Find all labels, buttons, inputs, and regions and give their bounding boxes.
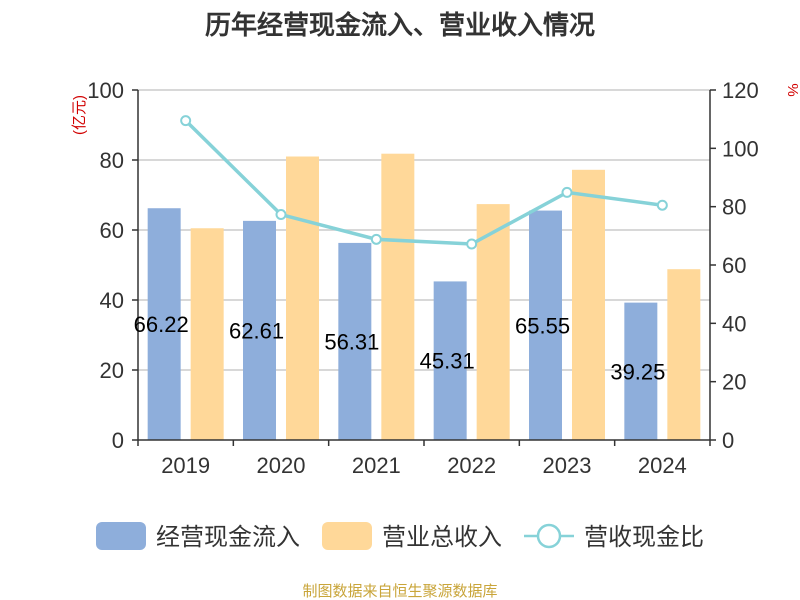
legend-swatch [96,522,146,550]
legend-label: 营收现金比 [584,524,704,551]
bars [147,153,701,441]
bar-2024-1 [667,269,701,440]
x-tick-label: 2024 [638,453,687,478]
y-right-tick-label: 60 [722,253,746,278]
data-labels: 66.22 62.61 56.31 45.31 65.55 39.25 [134,312,666,384]
y-right-tick-label: 40 [722,311,746,336]
grid [138,89,710,371]
line-point [561,186,573,198]
y-right-tick-label: 120 [722,78,759,103]
line-营收现金比 [184,119,663,246]
line-point [370,233,382,245]
x-tick-label: 2020 [257,453,306,478]
data-label: 66.22 [134,312,189,337]
y-left-tick-label: 60 [100,218,124,243]
y-right-tick-label: 20 [722,370,746,395]
y-left-tick-label: 0 [112,428,124,453]
legend-swatch-marker [536,523,562,549]
x-tick-label: 2023 [543,453,592,478]
y-right-axis-label: % [784,83,800,96]
source-note: 制图数据来自恒生聚源数据库 [302,583,497,600]
y-left-tick-label: 20 [100,358,124,383]
bar-2022-1 [476,204,510,440]
x-tick-label: 2021 [352,453,401,478]
bar-2019-0 [147,208,181,440]
data-label: 56.31 [324,329,379,354]
bar-2023-0 [529,210,562,440]
chart-title: 历年经营现金流入、营业收入情况 [205,10,595,40]
x-tick-label: 2022 [447,453,496,478]
y-right-tick-label: 100 [722,136,759,161]
bar-2023-1 [572,169,605,441]
bar-2022-0 [433,281,467,440]
y-left-tick-label: 40 [100,288,124,313]
axes: 0 20 40 60 80 100 0 20 40 60 80 100 120 2019 2020 2021 2… [87,78,758,478]
data-label: 39.25 [610,359,665,384]
bar-2024-0 [624,302,658,440]
line-point [180,115,192,127]
line-point [275,209,287,221]
y-left-tick-label: 80 [100,148,124,173]
legend: 经营现金流入 营业总收入 营收现金比 [96,522,704,551]
bar-2020-0 [243,220,276,440]
y-left-tick-label: 100 [87,78,124,103]
y-right-tick-label: 80 [722,195,746,220]
line-point [656,199,668,211]
data-label: 45.31 [420,349,475,374]
bar-2021-1 [381,153,415,440]
data-label: 65.55 [515,313,570,338]
line-point [466,238,478,250]
legend-label: 经营现金流入 [156,524,300,551]
line-series [180,115,668,250]
y-right-tick-label: 0 [722,428,734,453]
bar-2021-0 [338,242,372,440]
x-tick-label: 2019 [161,453,210,478]
legend-label: 营业总收入 [382,524,502,551]
data-label: 62.61 [229,318,284,343]
bar-2020-1 [286,156,319,440]
legend-swatch [322,522,372,550]
bar-2019-1 [190,228,224,440]
y-left-axis-label: (亿元) [71,95,88,135]
